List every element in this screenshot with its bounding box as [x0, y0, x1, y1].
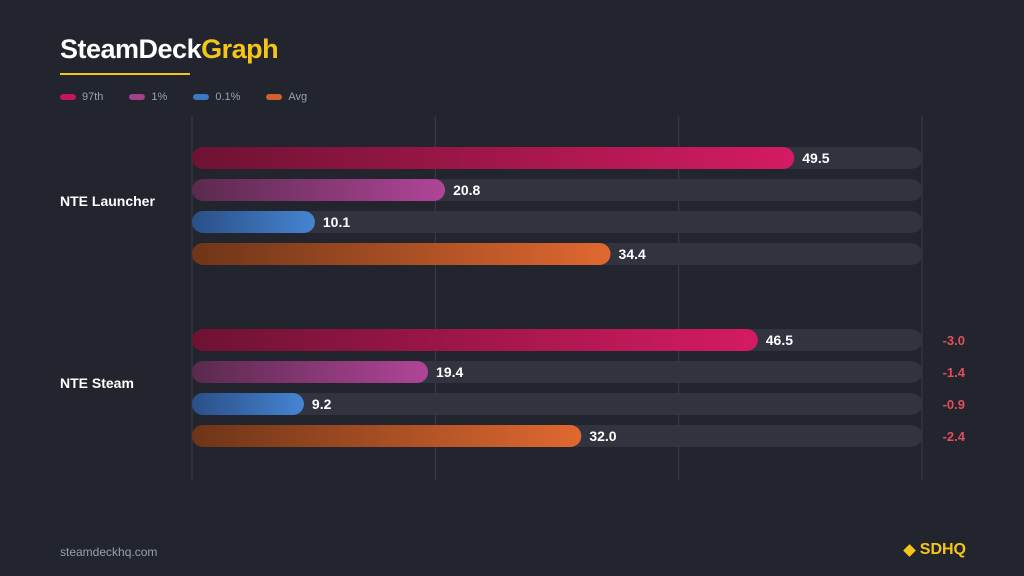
legend-swatch-97th	[60, 94, 76, 100]
bar	[192, 243, 611, 265]
bar-value-label: 32.0	[589, 428, 616, 444]
brand-title: SteamDeckGraph	[60, 34, 279, 65]
bar-value-label: 34.4	[619, 246, 646, 262]
legend-item-01pct: 0.1%	[193, 91, 240, 103]
bar	[192, 211, 315, 233]
delta-label: -1.4	[943, 365, 966, 380]
grid-layer	[191, 116, 923, 480]
bar-value-label: 20.8	[453, 182, 480, 198]
bar-value-label: 10.1	[323, 214, 350, 230]
bar	[192, 425, 582, 447]
diamond-icon	[902, 543, 916, 557]
legend-label-avg: Avg	[288, 91, 308, 103]
brand-title-part2: Graph	[201, 34, 279, 64]
bar-value-label: 9.2	[312, 396, 332, 412]
brand-underline	[60, 73, 190, 75]
footer-logo-text: SDHQ	[919, 541, 966, 558]
delta-label: -0.9	[943, 397, 965, 412]
bars-layer: NTE Launcher 49.5 20.8 10.1 34.4 NTE Steam 46.…	[60, 147, 966, 447]
delta-label: -3.0	[943, 333, 965, 348]
bar-track	[192, 211, 922, 233]
brand-title-part1: SteamDeck	[60, 34, 202, 64]
delta-label: -2.4	[943, 429, 966, 444]
bar-value-label: 49.5	[802, 150, 829, 166]
legend-item-avg: Avg	[266, 91, 307, 103]
footer-logo: SDHQ	[902, 541, 966, 559]
bar-value-label: 19.4	[436, 364, 463, 380]
bar	[192, 329, 758, 351]
bar-track	[192, 393, 922, 415]
legend-swatch-avg	[266, 94, 283, 100]
legend-swatch-1pct	[129, 94, 146, 100]
bar-value-label: 46.5	[766, 332, 793, 348]
legend-label-97th: 97th	[82, 91, 104, 103]
legend-item-1pct: 1%	[129, 91, 167, 103]
category-label: NTE Steam	[60, 375, 134, 391]
legend-label-1pct: 1%	[151, 91, 168, 103]
bar	[192, 361, 429, 383]
bar	[192, 393, 304, 415]
legend-label-01pct: 0.1%	[215, 91, 241, 103]
category-label: NTE Launcher	[60, 193, 155, 209]
bar	[192, 179, 446, 201]
legend-swatch-01pct	[193, 94, 210, 100]
legend: 97th 1% 0.1% Avg	[60, 91, 307, 103]
legend-item-97th: 97th	[60, 91, 103, 103]
footer-url: steamdeckhq.com	[60, 545, 158, 559]
bar	[192, 147, 795, 169]
